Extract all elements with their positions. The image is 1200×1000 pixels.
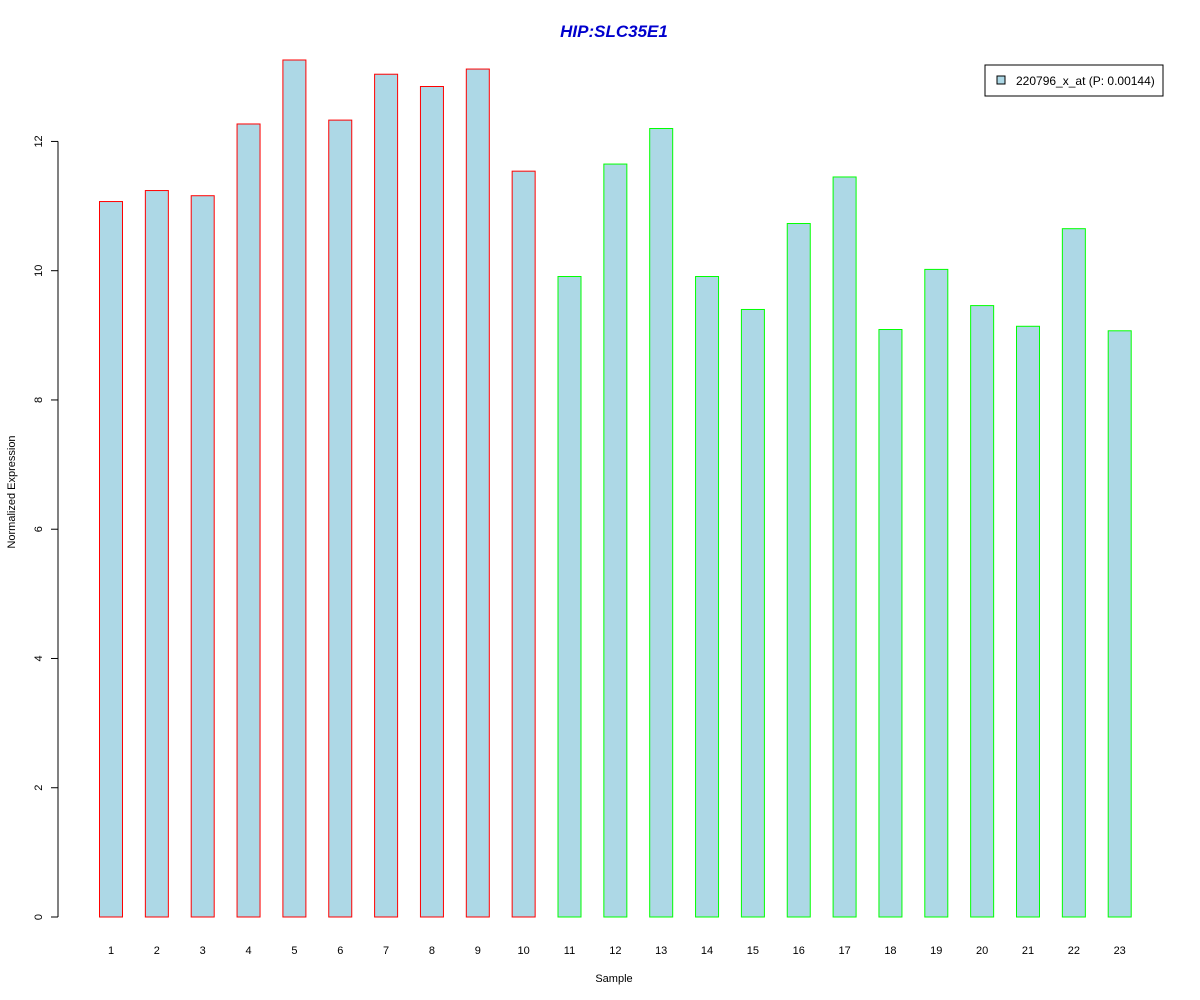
x-tick-label: 3 bbox=[200, 945, 206, 957]
x-tick-label: 20 bbox=[976, 945, 988, 957]
legend-label: 220796_x_at (P: 0.00144) bbox=[1016, 74, 1155, 88]
bars bbox=[99, 59, 1132, 918]
bar-sample-7 bbox=[374, 73, 399, 918]
legend-swatch bbox=[996, 75, 1006, 85]
x-tick-label: 16 bbox=[793, 945, 805, 957]
y-tick-label: 12 bbox=[33, 135, 45, 147]
x-tick-label: 1 bbox=[108, 945, 114, 957]
x-tick-label: 2 bbox=[154, 945, 160, 957]
legend-box bbox=[984, 64, 1164, 97]
x-tick-label: 10 bbox=[518, 945, 530, 957]
y-axis-label: Normalized Expression bbox=[6, 435, 18, 548]
x-tick-label: 13 bbox=[655, 945, 667, 957]
x-tick-label: 22 bbox=[1068, 945, 1080, 957]
bar-sample-20 bbox=[970, 305, 995, 918]
y-tick-label: 0 bbox=[33, 914, 45, 920]
bar-sample-5 bbox=[282, 59, 307, 918]
y-tick-label: 10 bbox=[33, 265, 45, 277]
bar-sample-8 bbox=[419, 86, 444, 918]
x-axis-label: Sample bbox=[595, 973, 632, 985]
x-tick-label: 23 bbox=[1114, 945, 1126, 957]
bar-sample-11 bbox=[557, 276, 582, 918]
y-tick-label: 2 bbox=[33, 785, 45, 791]
x-tick-label: 7 bbox=[383, 945, 389, 957]
x-tick-label: 6 bbox=[337, 945, 343, 957]
y-tick-label: 8 bbox=[33, 397, 45, 403]
y-tick-label: 6 bbox=[33, 526, 45, 532]
bar-sample-10 bbox=[511, 170, 536, 918]
bar-sample-19 bbox=[924, 268, 949, 918]
bar-sample-23 bbox=[1107, 330, 1132, 918]
x-tick-label: 17 bbox=[838, 945, 850, 957]
x-tick-label: 11 bbox=[564, 945, 575, 957]
x-tick-label: 15 bbox=[747, 945, 759, 957]
bar-sample-14 bbox=[695, 276, 720, 918]
x-tick-label: 14 bbox=[701, 945, 713, 957]
bar-sample-21 bbox=[1016, 325, 1040, 918]
y-tick-label: 4 bbox=[33, 655, 45, 661]
x-tick-label: 19 bbox=[930, 945, 942, 957]
x-tick-label: 5 bbox=[291, 945, 297, 957]
bar-sample-16 bbox=[786, 223, 811, 918]
bar-sample-13 bbox=[649, 128, 674, 918]
x-tick-label: 9 bbox=[475, 945, 481, 957]
x-tick-label: 4 bbox=[245, 945, 251, 957]
bar-sample-22 bbox=[1061, 228, 1086, 918]
x-tick-label: 12 bbox=[609, 945, 621, 957]
chart-title: HIP:SLC35E1 bbox=[560, 22, 668, 41]
bar-sample-18 bbox=[878, 329, 903, 918]
legend: 220796_x_at (P: 0.00144) bbox=[984, 64, 1164, 97]
bar-sample-6 bbox=[328, 119, 353, 918]
y-axis: 0 2 4 6 8 10 12 bbox=[33, 135, 59, 920]
bar-sample-4 bbox=[236, 123, 261, 918]
bar-sample-17 bbox=[832, 176, 857, 918]
x-tick-label: 18 bbox=[884, 945, 896, 957]
bar-sample-9 bbox=[465, 68, 490, 918]
x-tick-labels: 1 2 3 4 5 6 7 8 9 10 11 12 13 14 15 16 17 18 19 20 21 22 23 bbox=[108, 945, 1126, 957]
x-tick-label: 21 bbox=[1022, 945, 1034, 957]
x-tick-label: 8 bbox=[429, 945, 435, 957]
bar-sample-2 bbox=[144, 190, 169, 918]
bar-sample-3 bbox=[190, 195, 215, 918]
bar-sample-12 bbox=[603, 163, 628, 918]
bar-sample-1 bbox=[99, 201, 123, 918]
bar-sample-15 bbox=[740, 308, 765, 918]
